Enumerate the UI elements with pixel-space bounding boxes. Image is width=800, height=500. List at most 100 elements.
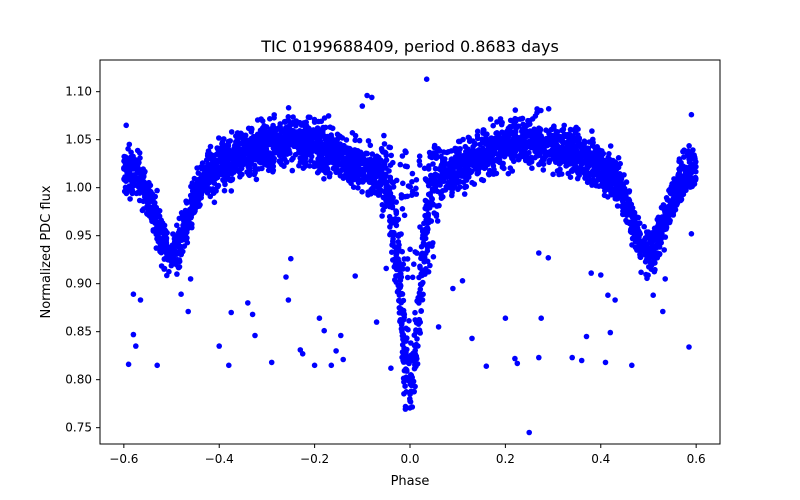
data-point — [164, 230, 170, 236]
data-point — [339, 135, 346, 141]
data-point — [350, 172, 356, 178]
data-point — [403, 338, 409, 344]
data-point — [283, 159, 290, 165]
data-point — [323, 155, 329, 162]
data-point — [144, 186, 151, 193]
data-point — [181, 243, 188, 249]
data-point — [254, 146, 261, 153]
data-point — [434, 147, 441, 154]
data-point — [505, 170, 512, 177]
data-point — [493, 170, 500, 177]
data-point — [414, 336, 420, 342]
data-point — [278, 135, 285, 141]
data-point — [583, 333, 590, 340]
data-point — [565, 170, 571, 177]
data-point — [502, 315, 509, 322]
data-point — [398, 195, 405, 201]
data-point — [347, 155, 354, 161]
data-point — [586, 163, 592, 169]
data-point — [323, 150, 330, 156]
data-point — [455, 138, 462, 145]
data-point — [463, 165, 470, 171]
x-tick-label: −0.4 — [205, 452, 234, 466]
data-point — [149, 198, 156, 205]
data-point — [412, 383, 418, 390]
data-point — [686, 143, 692, 149]
data-point — [439, 170, 446, 177]
data-point — [371, 176, 378, 182]
data-point — [417, 286, 424, 293]
data-point — [411, 261, 417, 268]
data-point — [457, 146, 463, 152]
data-point — [635, 228, 642, 234]
data-point — [567, 152, 573, 158]
data-point — [249, 311, 256, 318]
data-point — [214, 157, 221, 164]
data-point — [372, 162, 378, 168]
data-point — [608, 186, 615, 192]
data-point — [284, 124, 290, 131]
data-point — [377, 180, 383, 186]
data-point — [369, 94, 375, 101]
data-point — [510, 135, 517, 142]
data-point — [569, 354, 575, 361]
data-point — [202, 179, 208, 185]
x-tick-label: 0.6 — [687, 452, 706, 466]
data-point — [494, 119, 500, 125]
data-point — [123, 122, 129, 129]
data-point — [127, 154, 134, 161]
data-point — [130, 175, 137, 181]
data-point — [399, 153, 406, 159]
data-point — [219, 165, 226, 171]
data-point — [409, 192, 415, 198]
data-point — [377, 172, 383, 179]
data-point — [653, 226, 659, 233]
data-point — [144, 199, 151, 206]
data-point — [419, 250, 426, 257]
data-point — [467, 154, 473, 161]
data-point — [589, 128, 595, 134]
data-point — [352, 137, 359, 143]
data-point — [555, 143, 561, 150]
data-point — [678, 196, 685, 203]
data-point — [536, 354, 542, 361]
data-point — [222, 150, 228, 156]
data-point — [388, 220, 395, 227]
data-point — [413, 185, 419, 192]
data-point — [360, 155, 367, 162]
data-point — [290, 155, 296, 161]
data-point — [256, 153, 262, 160]
data-point — [669, 205, 675, 212]
data-point — [188, 183, 194, 190]
data-point — [338, 332, 344, 339]
data-point — [448, 148, 455, 154]
data-point — [203, 157, 210, 163]
data-point — [583, 145, 589, 151]
data-point — [602, 359, 609, 366]
data-point — [401, 311, 408, 318]
data-point — [513, 126, 519, 132]
data-point — [488, 149, 495, 155]
data-point — [300, 165, 307, 171]
data-point — [228, 188, 235, 194]
data-point — [334, 131, 341, 138]
data-point — [474, 128, 481, 135]
data-point — [622, 211, 629, 217]
data-point — [152, 193, 158, 200]
data-point — [308, 157, 314, 164]
x-tick-label: −0.6 — [109, 452, 138, 466]
data-point — [381, 141, 388, 147]
data-point — [315, 139, 322, 146]
data-point — [199, 160, 206, 166]
data-point — [277, 127, 284, 133]
data-point — [364, 92, 370, 99]
data-point — [340, 356, 347, 363]
data-point — [621, 203, 627, 210]
data-point — [691, 152, 697, 158]
data-point — [249, 147, 256, 153]
data-point — [421, 230, 427, 236]
data-point — [621, 188, 628, 195]
data-point — [400, 375, 407, 382]
data-point — [404, 256, 411, 262]
